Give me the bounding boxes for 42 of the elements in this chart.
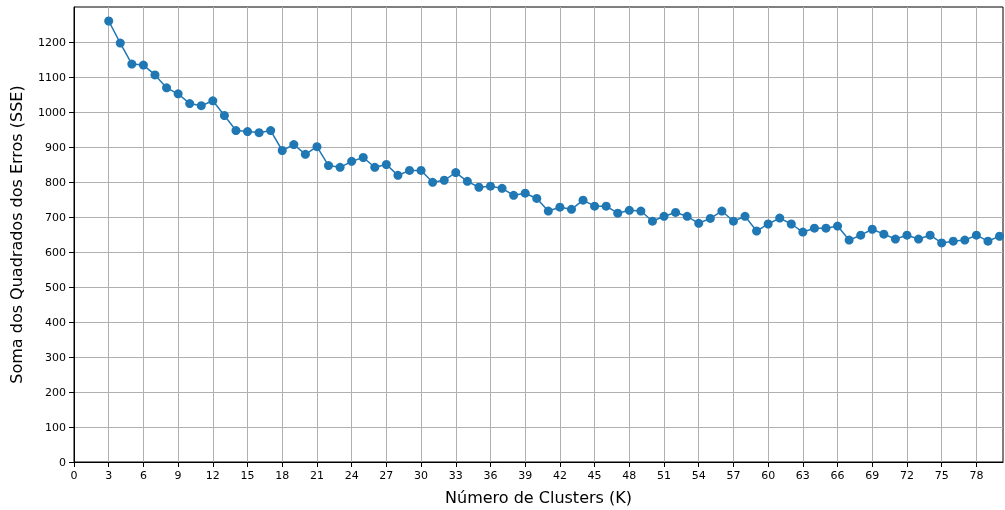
- y-tick-label: 400: [45, 315, 66, 329]
- x-tick-label: 51: [657, 469, 672, 482]
- y-tick-label: 200: [45, 385, 66, 399]
- x-tick-label: 78: [969, 469, 984, 482]
- y-tick-label: 0: [59, 455, 66, 469]
- x-tick-label: 42: [552, 469, 567, 482]
- y-tick-label: 500: [45, 280, 66, 294]
- x-tick-label: 21: [309, 469, 324, 482]
- x-tick-label: 54: [691, 469, 706, 482]
- y-tick-label: 700: [45, 210, 66, 224]
- x-tick-label: 39: [518, 469, 533, 482]
- x-tick-label: 63: [795, 469, 810, 482]
- y-tick-label: 800: [45, 175, 66, 189]
- x-tick-label: 24: [344, 469, 359, 482]
- x-tick-label: 33: [448, 469, 463, 482]
- x-tick-label: 57: [726, 469, 741, 482]
- x-tick-label: 75: [934, 469, 949, 482]
- x-tick-label: 18: [275, 469, 290, 482]
- x-tick-label: 36: [483, 469, 498, 482]
- x-tick-label: 6: [139, 469, 147, 482]
- y-tick-label: 1100: [38, 70, 66, 84]
- x-tick-label: 27: [379, 469, 394, 482]
- x-tick-label: 72: [899, 469, 914, 482]
- x-tick-label: 69: [865, 469, 880, 482]
- y-tick-label: 600: [45, 245, 66, 259]
- x-tick-label: 0: [70, 469, 78, 482]
- y-axis-title: Soma dos Quadrados dos Erros (SSE): [6, 85, 26, 384]
- y-tick-label: 300: [45, 350, 66, 364]
- x-tick-label: 45: [587, 469, 602, 482]
- x-tick-label: 9: [174, 469, 182, 482]
- y-tick-label: 1200: [38, 35, 66, 49]
- x-tick-label: 48: [622, 469, 637, 482]
- x-axis-title: Número de Clusters (K): [445, 487, 632, 507]
- x-tick-label: 60: [761, 469, 776, 482]
- x-tick-label: 3: [105, 469, 113, 482]
- x-tick-label: 15: [240, 469, 255, 482]
- y-tick-label: 100: [45, 420, 66, 434]
- x-tick-label: 66: [830, 469, 845, 482]
- y-tick-label: 900: [45, 140, 66, 154]
- y-tick-label: 1000: [38, 105, 66, 119]
- x-tick-label: 12: [205, 469, 220, 482]
- x-tick-label: 30: [414, 469, 429, 482]
